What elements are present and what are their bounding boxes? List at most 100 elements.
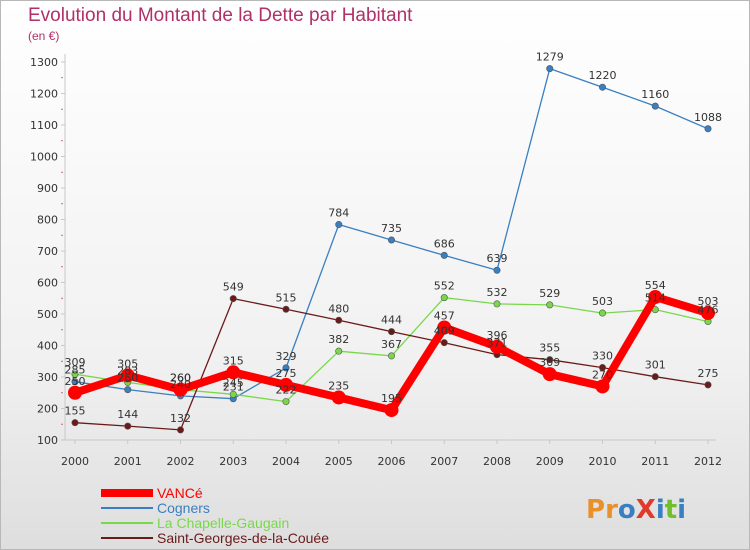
data-point [546, 65, 554, 73]
data-label: 686 [434, 237, 455, 250]
data-point [440, 251, 448, 259]
chart-series-lines [68, 65, 715, 434]
data-point [124, 386, 132, 394]
x-tick-label: 2002 [167, 455, 195, 468]
logo-text: ProXiti [586, 495, 686, 525]
legend-label: Cogners [157, 500, 210, 516]
data-point [335, 347, 343, 355]
data-label: 250 [65, 375, 86, 388]
data-label: 1088 [694, 111, 722, 124]
legend-label: VANCé [157, 485, 203, 501]
data-label: 275 [698, 367, 719, 380]
legend-label: La Chapelle-Gaugain [157, 515, 289, 531]
data-label: 330 [592, 350, 613, 363]
data-label: 735 [381, 222, 402, 235]
data-label: 301 [645, 359, 666, 372]
data-label: 639 [487, 252, 508, 265]
data-label: 503 [592, 295, 613, 308]
data-label: 554 [645, 279, 666, 292]
data-point [598, 309, 606, 317]
data-point [229, 390, 237, 398]
data-label: 235 [328, 379, 349, 392]
data-point [68, 385, 82, 400]
chart-title: Evolution du Montant de la Dette par Hab… [28, 5, 413, 26]
y-tick-label: 100 [37, 434, 58, 447]
data-point [651, 373, 659, 381]
data-label: 144 [117, 408, 138, 421]
data-label: 1220 [589, 69, 617, 82]
data-label: 245 [223, 376, 244, 389]
data-point [437, 320, 452, 335]
data-label: 195 [381, 392, 402, 405]
data-label: 260 [117, 372, 138, 385]
y-tick-label: 1000 [30, 151, 58, 164]
x-tick-label: 2006 [378, 455, 406, 468]
chart-subtitle: (en €) [28, 29, 60, 43]
y-tick-label: 1300 [30, 56, 58, 69]
data-point [595, 379, 610, 394]
data-point [71, 378, 79, 386]
data-label: 260 [170, 372, 191, 385]
data-label: 283 [117, 364, 138, 377]
data-point [282, 364, 290, 372]
data-point [282, 305, 290, 313]
data-label: 222 [276, 384, 297, 397]
data-label: 285 [65, 364, 86, 377]
logo-letter: X [636, 495, 656, 525]
data-label: 515 [276, 291, 297, 304]
data-point [701, 306, 715, 321]
x-tick-label: 2000 [61, 455, 89, 468]
data-label: 784 [328, 207, 349, 220]
data-point [229, 295, 237, 303]
data-point [177, 426, 185, 434]
logo-letter: t [665, 495, 677, 525]
chart-data-labels: 250 305 260 315 275 235 195 457 396 309 270 554 503 2… [65, 51, 723, 425]
data-label: 329 [276, 350, 297, 363]
data-point [542, 367, 557, 382]
data-label: 309 [539, 356, 560, 369]
x-tick-label: 2001 [114, 455, 142, 468]
proxiti-logo: ProXiti [586, 495, 686, 525]
data-point [282, 398, 290, 406]
data-label: 367 [381, 338, 402, 351]
data-point [598, 364, 606, 372]
logo-letter: o [618, 495, 636, 525]
data-label: 305 [117, 357, 138, 370]
data-point [173, 382, 188, 397]
data-label: 514 [645, 292, 666, 305]
data-point [226, 365, 241, 380]
data-label: 480 [328, 302, 349, 315]
data-label: 1279 [536, 51, 564, 64]
data-label: 132 [170, 412, 191, 425]
data-point [493, 266, 501, 274]
logo-letter: i [677, 495, 686, 525]
x-tick-label: 2012 [694, 455, 722, 468]
x-tick-label: 2005 [325, 455, 353, 468]
data-point [387, 328, 395, 336]
data-point [704, 381, 712, 389]
data-point [440, 339, 448, 347]
y-tick-label: 500 [37, 308, 58, 321]
data-label: 371 [487, 337, 508, 350]
data-label: 409 [434, 325, 455, 338]
x-tick-label: 2009 [536, 455, 564, 468]
y-tick-label: 300 [37, 371, 58, 384]
data-point [335, 316, 343, 324]
data-point [71, 370, 79, 378]
y-tick-label: 400 [37, 340, 58, 353]
data-point [546, 301, 554, 309]
logo-letter: i [656, 495, 665, 525]
y-tick-label: 1200 [30, 88, 58, 101]
x-tick-label: 2010 [589, 455, 617, 468]
data-label: 315 [223, 354, 244, 367]
data-point [124, 422, 132, 430]
logo-letter: P [586, 495, 605, 525]
y-tick-label: 1100 [30, 119, 58, 132]
data-point [440, 294, 448, 302]
data-point [387, 236, 395, 244]
x-tick-label: 2003 [219, 455, 247, 468]
data-point [71, 419, 79, 427]
